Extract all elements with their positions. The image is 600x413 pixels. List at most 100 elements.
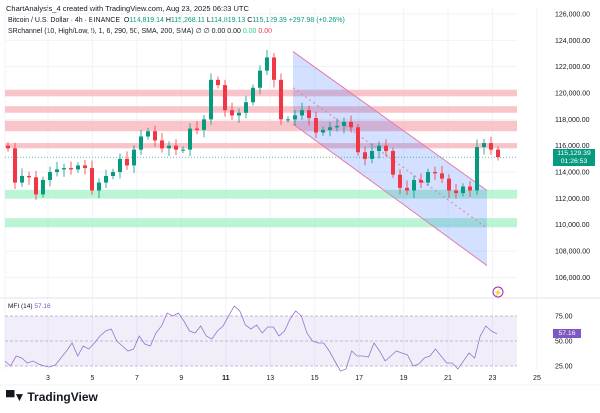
x-tick-label: 25 bbox=[533, 375, 541, 382]
candle-body bbox=[13, 148, 17, 183]
high-label: H bbox=[165, 17, 171, 24]
candle-body bbox=[265, 57, 269, 71]
tradingview-logo: ▀▼ TradingView bbox=[6, 390, 98, 404]
candle-body bbox=[342, 121, 346, 126]
candle-body bbox=[328, 127, 332, 130]
support-zone bbox=[5, 189, 517, 199]
mfi-tick-label: 25.00 bbox=[555, 364, 573, 371]
indicator-name[interactable]: SRchannel (10, High/Low, 5, 1, 6, 290, 5… bbox=[8, 28, 194, 35]
candle-body bbox=[398, 174, 402, 188]
high-value: 115,268.11 bbox=[170, 17, 205, 24]
candle-body bbox=[482, 143, 486, 148]
candle-body bbox=[27, 175, 31, 178]
x-tick-label: 3 bbox=[46, 375, 50, 382]
candle-body bbox=[412, 179, 416, 191]
x-tick-label: 5 bbox=[90, 375, 94, 382]
x-tick-label: 15 bbox=[311, 375, 319, 382]
candle-body bbox=[167, 145, 171, 149]
candle-body bbox=[426, 172, 430, 183]
mfi-label[interactable]: MFI (14) bbox=[8, 303, 33, 310]
low-value: 114,819.13 bbox=[210, 17, 246, 24]
y-tick-label: 114,000.00 bbox=[555, 170, 590, 177]
candle-body bbox=[405, 187, 409, 191]
candle-body bbox=[69, 168, 73, 170]
symbol-legend: Bitcoin / U.S. Dollar · 4h · BINANCE O 11… bbox=[8, 17, 345, 24]
close-value: 115,129.39 bbox=[252, 17, 287, 24]
support-zone bbox=[5, 218, 517, 228]
candle-body bbox=[447, 178, 451, 191]
x-tick-label: 23 bbox=[489, 375, 497, 382]
candle-body bbox=[41, 179, 45, 195]
current-price: 115,129.39 bbox=[557, 150, 591, 158]
candle-body bbox=[20, 175, 24, 183]
candle-body bbox=[461, 186, 465, 194]
lightning-icon bbox=[492, 286, 504, 298]
candle-body bbox=[48, 172, 52, 180]
indicator-value: 0.00 bbox=[211, 28, 226, 35]
indicator-value-red: 0.00 bbox=[258, 28, 273, 35]
low-label: L bbox=[206, 17, 211, 24]
candle-body bbox=[321, 129, 325, 133]
mfi-legend-value: 57.16 bbox=[34, 303, 51, 310]
candle-body bbox=[97, 182, 101, 191]
y-tick-label: 126,000.00 bbox=[555, 12, 590, 19]
mfi-line bbox=[4, 305, 498, 372]
candle-body bbox=[195, 128, 199, 130]
candle-body bbox=[125, 158, 129, 166]
resistance-zone bbox=[5, 106, 517, 113]
y-tick-label: 108,000.00 bbox=[555, 249, 590, 256]
y-tick-label: 122,000.00 bbox=[555, 64, 590, 71]
lightning-icon: ⚡ bbox=[494, 288, 503, 297]
descending-channel bbox=[293, 51, 487, 266]
candle-body bbox=[55, 169, 59, 173]
candle-body bbox=[139, 136, 143, 150]
chart-title: ChartAnalysis_4 created with TradingView… bbox=[6, 4, 249, 13]
resistance-zone bbox=[5, 89, 517, 97]
candle-body bbox=[363, 152, 367, 159]
empty-set-icon: ∅ ∅ bbox=[195, 28, 210, 35]
candle-body bbox=[160, 140, 164, 149]
candle-body bbox=[454, 190, 458, 194]
close-label: C bbox=[247, 17, 253, 24]
candle-body bbox=[496, 149, 500, 158]
indicator-legend: SRchannel (10, High/Low, 5, 1, 6, 290, 5… bbox=[8, 27, 272, 35]
candle-body bbox=[377, 145, 381, 151]
current-price-label: 115,129.39 01:26:53 bbox=[553, 149, 595, 167]
candle-body bbox=[181, 149, 185, 151]
resistance-zone bbox=[5, 143, 517, 149]
mfi-tick-label: 75.00 bbox=[555, 314, 573, 321]
candle-body bbox=[433, 172, 437, 174]
candle-body bbox=[83, 165, 87, 169]
x-tick-label: 9 bbox=[179, 375, 183, 382]
change-value: +297.98 (+0.26%) bbox=[288, 17, 345, 24]
resistance-zone bbox=[5, 120, 517, 132]
candle-body bbox=[223, 85, 227, 111]
y-tick-label: 124,000.00 bbox=[555, 38, 590, 45]
candle-body bbox=[475, 147, 479, 191]
candle-body bbox=[244, 102, 248, 113]
candle-body bbox=[209, 79, 213, 120]
candle-body bbox=[307, 110, 311, 119]
x-tick-label: 21 bbox=[444, 375, 452, 382]
candle-body bbox=[153, 131, 157, 141]
candle-body bbox=[391, 150, 395, 175]
mfi-tick-label: 50.00 bbox=[555, 339, 573, 346]
indicator-value-green: 0.00 bbox=[242, 28, 257, 35]
open-label: O bbox=[123, 17, 130, 24]
y-tick-label: 120,000.00 bbox=[555, 91, 590, 98]
candle-body bbox=[62, 168, 66, 170]
y-tick-label: 116,000.00 bbox=[555, 143, 590, 150]
candle-body bbox=[216, 79, 220, 86]
mfi-legend: MFI (14) 57.16 bbox=[8, 303, 51, 310]
candle-body bbox=[489, 143, 493, 150]
y-tick-label: 110,000.00 bbox=[555, 222, 590, 229]
candle-body bbox=[251, 87, 255, 103]
candle-body bbox=[34, 177, 38, 195]
symbol-name[interactable]: Bitcoin / U.S. Dollar · 4h · BINANCE bbox=[8, 17, 121, 24]
candle-body bbox=[349, 121, 353, 128]
candle-body bbox=[356, 127, 360, 153]
candle-body bbox=[314, 118, 318, 133]
candle-body bbox=[384, 145, 388, 151]
